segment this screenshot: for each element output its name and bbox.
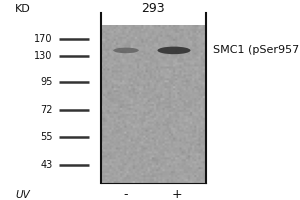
Bar	[100, 25, 206, 183]
Ellipse shape	[113, 48, 139, 53]
Text: +: +	[172, 188, 182, 200]
Text: -: -	[124, 188, 128, 200]
Text: 55: 55	[40, 132, 52, 142]
Text: 293: 293	[141, 2, 165, 16]
Text: 130: 130	[34, 51, 52, 61]
Ellipse shape	[158, 47, 190, 54]
Text: 170: 170	[34, 34, 52, 44]
Text: UV: UV	[15, 190, 30, 200]
Text: KD: KD	[15, 4, 30, 14]
Text: 72: 72	[40, 105, 52, 115]
Text: 95: 95	[40, 77, 52, 87]
Text: SMC1 (pSer957): SMC1 (pSer957)	[213, 45, 300, 55]
Text: 43: 43	[40, 160, 52, 170]
